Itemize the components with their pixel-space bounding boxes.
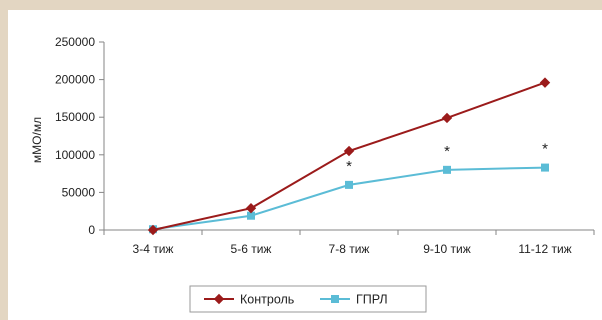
series-1	[147, 77, 551, 236]
series-line	[152, 166, 546, 231]
x-tick-label: 3-4 тиж	[133, 242, 174, 256]
x-axis: 3-4 тиж 5-6 тиж 7-8 тиж 9-10 тиж 11-12 тиж	[103, 229, 595, 256]
x-tick-label: 9-10 тиж	[423, 242, 471, 256]
legend: Контроль ГПРЛ	[189, 285, 427, 313]
legend-item: Контроль	[204, 293, 294, 307]
series-line	[152, 81, 546, 231]
y-axis: 0 50000 100000 150000 200000 250000	[55, 35, 105, 237]
data-point	[345, 180, 353, 189]
legend-swatch-marker	[331, 295, 339, 303]
y-axis-label: мМО/мл	[30, 117, 44, 163]
data-point	[541, 163, 549, 172]
data-point	[441, 112, 453, 124]
x-tick-label: 5-6 тиж	[231, 242, 272, 256]
x-tick-label: 7-8 тиж	[329, 242, 370, 256]
legend-item: ГПРЛ	[320, 293, 388, 307]
line-chart: 0 50000 100000 150000 200000 250000 3-4 тиж 5-…	[30, 35, 595, 313]
series-layer	[147, 77, 551, 236]
legend-label: ГПРЛ	[356, 293, 388, 307]
y-tick-label: 250000	[55, 35, 95, 49]
y-tick-label: 150000	[55, 110, 95, 124]
y-tick-label: 0	[88, 223, 95, 237]
legend-swatch-marker	[213, 293, 225, 305]
data-point	[147, 224, 159, 236]
chart-panel: 0 50000 100000 150000 200000 250000 3-4 тиж 5-…	[8, 10, 602, 320]
y-tick-label: 100000	[55, 148, 95, 162]
significance-asterisk: *	[346, 158, 352, 175]
x-tick-label: 11-12 тиж	[518, 242, 571, 256]
legend-label: Контроль	[240, 293, 294, 307]
y-tick-label: 200000	[55, 73, 95, 87]
data-point	[343, 145, 355, 157]
data-point	[245, 202, 257, 214]
significance-asterisk: *	[542, 141, 548, 158]
data-point	[443, 165, 451, 174]
y-tick-label: 50000	[62, 185, 96, 199]
annotations-layer: * * *	[346, 141, 548, 175]
data-point	[539, 77, 551, 88]
significance-asterisk: *	[444, 143, 450, 160]
